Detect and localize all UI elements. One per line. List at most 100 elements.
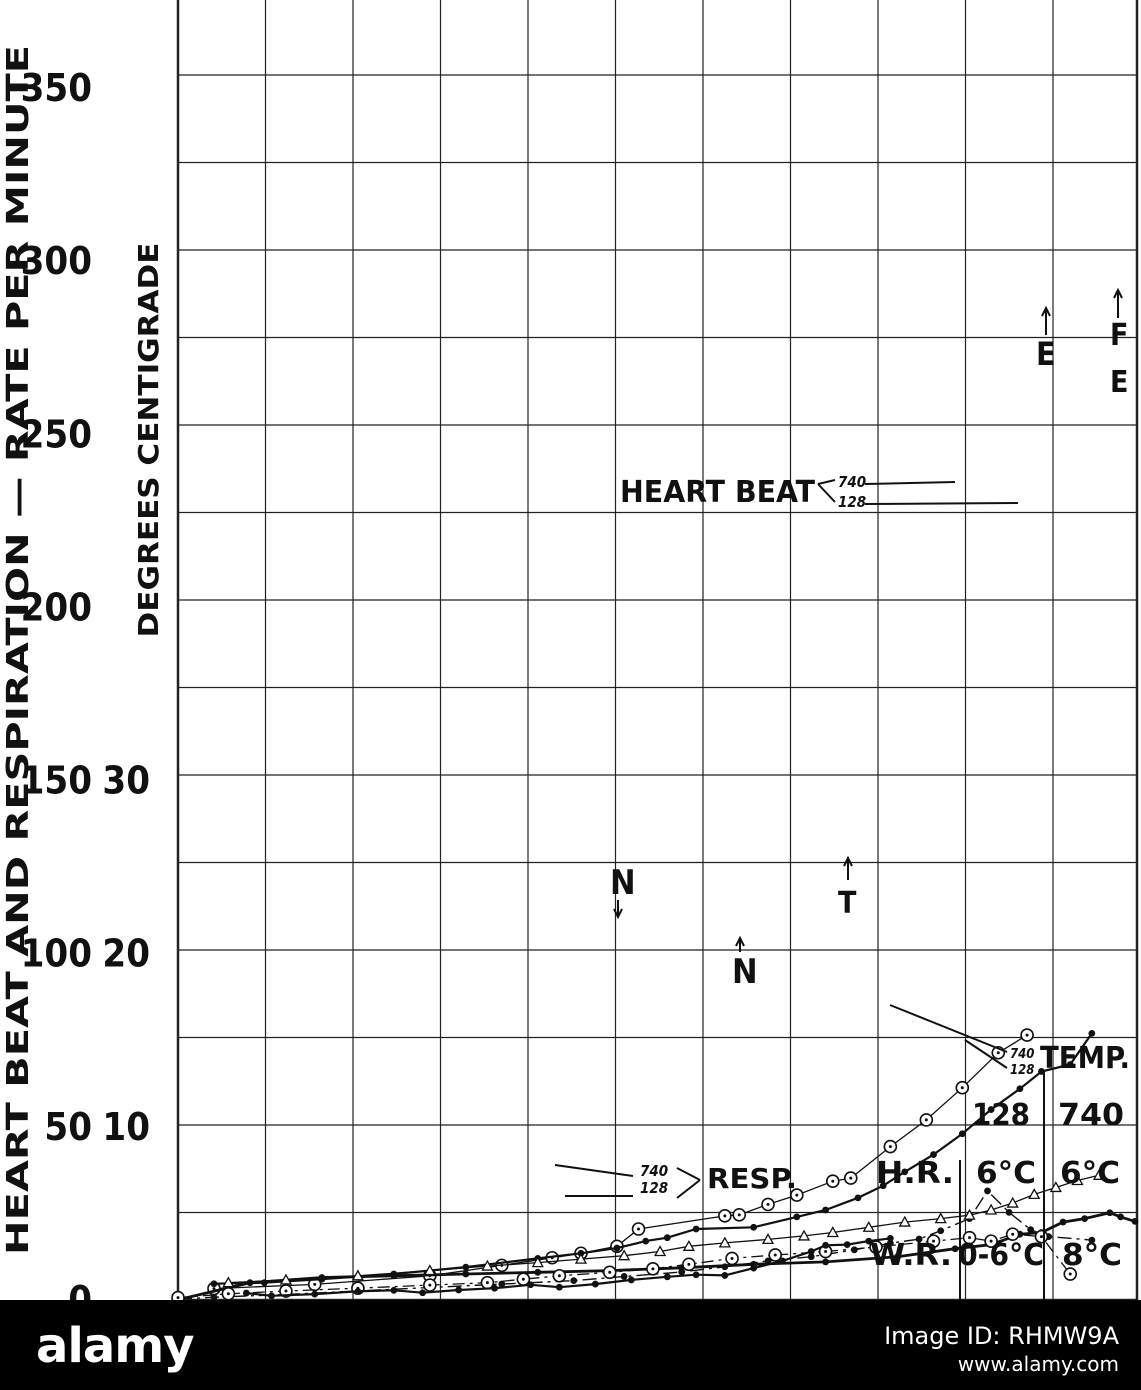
y-tick-label-rate: 300 [21, 239, 92, 283]
legend-row-wr-740: 8°C [1062, 1238, 1122, 1273]
data-point [613, 1244, 621, 1252]
marker-n-left: N [610, 863, 636, 903]
data-point [268, 1292, 275, 1300]
data-point [1059, 1218, 1067, 1226]
data-point [843, 1241, 851, 1248]
data-point [822, 1258, 829, 1266]
heart-beat-740-label: 740 [838, 473, 866, 491]
data-point [721, 1272, 729, 1279]
data-point [779, 1257, 786, 1265]
data-point [351, 1269, 364, 1281]
data-point [987, 1106, 995, 1113]
series-line [177, 1233, 1071, 1299]
y-tick-label-temperature: 30 [102, 759, 150, 803]
chart-grid [176, 0, 1139, 1300]
data-point-center [989, 1239, 993, 1243]
y-tick-label-rate: 150 [21, 759, 92, 803]
data-point [311, 1290, 319, 1298]
data-point-center [226, 1292, 230, 1296]
data-point [531, 1256, 544, 1268]
data-point [354, 1287, 362, 1295]
data-point [862, 1220, 875, 1232]
alamy-logo: alamy [36, 1318, 195, 1374]
series-line [228, 1174, 1100, 1284]
data-point [915, 1235, 923, 1243]
y-tick-label-rate: 250 [21, 412, 92, 456]
y-tick-label-rate: 200 [21, 585, 92, 629]
legend-row-wr-label: W.R. [870, 1238, 952, 1273]
data-point-center [766, 1202, 770, 1206]
data-point [462, 1270, 470, 1278]
data-point [242, 1289, 250, 1297]
legend-table: 128 740 H.R. 6°C 6°C W.R. 0-6°C 8°C [870, 1070, 1124, 1300]
y-tick-label-temperature: 10 [102, 1105, 150, 1149]
data-point [1016, 1085, 1024, 1093]
data-point [1131, 1217, 1139, 1225]
data-point [1088, 1029, 1096, 1037]
data-point-center [313, 1282, 317, 1286]
data-point [934, 1212, 947, 1224]
legend-row-hr-740: 6°C [1060, 1156, 1120, 1191]
data-point-center [723, 1214, 727, 1218]
data-point [937, 1227, 945, 1235]
heart-beat-128-label: 128 [838, 493, 866, 511]
data-point [663, 1234, 671, 1242]
legend-col-128: 128 [972, 1098, 1030, 1133]
data-point [390, 1286, 398, 1294]
y-axis-label-temperature: DEGREES CENTIGRADE [132, 242, 165, 637]
data-point [481, 1259, 494, 1271]
marker-e-left: E [1036, 335, 1056, 373]
data-point [491, 1284, 499, 1292]
data-point [1027, 1226, 1035, 1234]
data-point-center [428, 1283, 432, 1287]
data-point [574, 1252, 588, 1264]
data-point-center [176, 1296, 180, 1300]
resp-128-label: 128 [640, 1179, 668, 1197]
data-point [222, 1276, 235, 1288]
marker-t: T [838, 886, 857, 921]
data-point [555, 1283, 563, 1291]
data-point-center [773, 1253, 777, 1257]
data-point [390, 1272, 398, 1280]
y-tick-label-rate: 350 [21, 66, 92, 110]
data-point-center [284, 1289, 288, 1293]
data-point [1106, 1209, 1114, 1217]
data-point-center [730, 1256, 734, 1260]
temp-740-label: 740 [1010, 1047, 1034, 1062]
data-point [879, 1182, 887, 1190]
data-point [620, 1273, 628, 1280]
data-point [984, 1203, 998, 1215]
image-id: Image ID: RHMW9A [884, 1322, 1119, 1350]
data-point-center [687, 1262, 691, 1266]
data-point-center [924, 1118, 928, 1122]
data-point [951, 1245, 959, 1253]
data-point [718, 1236, 731, 1248]
data-point-center [996, 1051, 1000, 1055]
marker-n-right: N [732, 952, 758, 992]
legend-row-wr-128: 0-6°C [958, 1238, 1044, 1273]
data-point-center [968, 1236, 972, 1240]
data-point [1081, 1215, 1089, 1223]
data-point [171, 1290, 185, 1300]
data-point [642, 1237, 650, 1245]
data-point [423, 1264, 436, 1276]
y-tick-label-rate: 0 [68, 1278, 92, 1300]
data-point-center [849, 1176, 853, 1180]
y-axis-label-rate: HEART BEAT AND RESPIRATION — RATE PER MI… [1, 45, 36, 1255]
data-point [793, 1213, 801, 1221]
data-point [797, 1229, 811, 1241]
data-point-center [485, 1281, 489, 1285]
data-point [455, 1286, 463, 1294]
data-point-center [932, 1239, 936, 1243]
chart-figure: HEART BEAT AND RESPIRATION — RATE PER MI… [1, 0, 1139, 1300]
data-point [663, 1273, 671, 1281]
annotation-arrows [554, 287, 1123, 1199]
data-point-center [651, 1267, 655, 1271]
data-point [822, 1241, 829, 1249]
data-point [750, 1264, 758, 1272]
marker-f: F [1110, 318, 1128, 353]
data-point-center [521, 1277, 525, 1281]
data-point [807, 1253, 815, 1261]
data-point-center [212, 1287, 216, 1291]
data-point-center [831, 1179, 835, 1183]
